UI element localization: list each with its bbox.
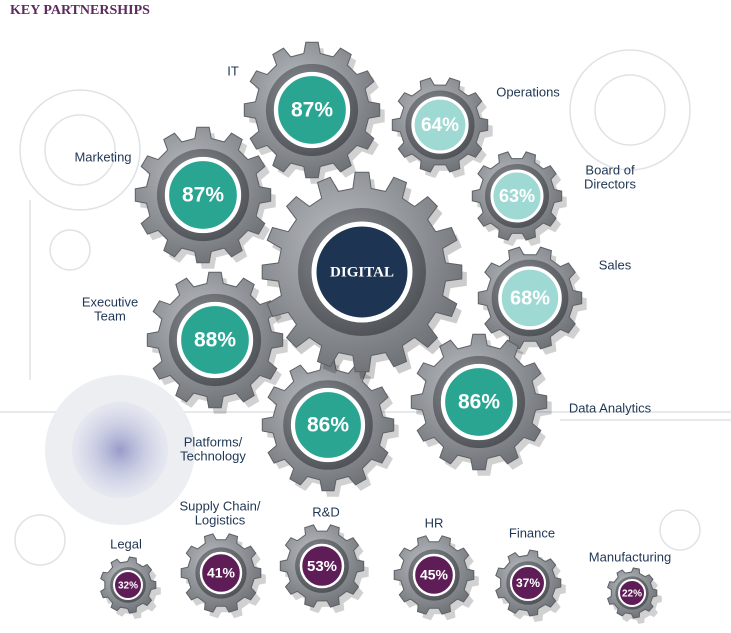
center-label: DIGITAL <box>330 264 394 280</box>
gear-center <box>176 301 254 379</box>
gear: 37% <box>495 549 566 622</box>
percent-label: 22% <box>622 589 642 600</box>
percent-label: 64% <box>421 115 459 136</box>
node-label: Marketing <box>74 149 131 164</box>
gear-center <box>290 387 366 463</box>
node-label: Directors <box>584 176 637 191</box>
gear: 45% <box>393 535 479 621</box>
gear-center <box>199 551 243 595</box>
percent-label: 32% <box>118 581 138 592</box>
gear: 88% <box>146 271 288 414</box>
node-label: Sales <box>599 257 632 272</box>
gear-center <box>509 564 547 602</box>
gear-center <box>273 71 351 149</box>
percent-label: 87% <box>291 99 333 122</box>
gear: 53% <box>279 524 369 614</box>
node-label: Finance <box>509 525 555 540</box>
gears: 64% 63% 68% 87% 87% 88% 86% 86% DIGITAL IT Marketi… <box>74 41 671 624</box>
gear-center <box>498 266 562 330</box>
percent-label: 68% <box>510 287 550 309</box>
node-label: Legal <box>110 536 142 551</box>
gear: 64% <box>391 77 493 178</box>
percent-label: 45% <box>420 567 449 583</box>
gear: 87% <box>243 41 385 184</box>
node-label: Platforms/ <box>184 434 243 449</box>
node-label: Operations <box>496 84 560 99</box>
title: KEY PARTNERSHIPS <box>10 3 150 18</box>
gear: 32% <box>100 556 161 619</box>
gear: 86% <box>410 333 552 476</box>
percent-label: 87% <box>182 184 224 207</box>
node-label: Board of <box>585 162 635 177</box>
node-label: R&D <box>312 504 339 519</box>
percent-label: 86% <box>307 414 349 437</box>
center-gear: DIGITAL <box>261 171 467 379</box>
gear: 87% <box>134 126 276 269</box>
gear: 68% <box>477 246 587 355</box>
node-label: Technology <box>180 448 246 463</box>
gear: 86% <box>261 358 399 497</box>
gear-center <box>411 96 469 154</box>
background-halo <box>72 402 168 498</box>
percent-label: 88% <box>194 329 236 352</box>
gear-center <box>164 156 242 234</box>
percent-label: 53% <box>307 558 337 575</box>
gear-center <box>311 221 413 323</box>
percent-label: 86% <box>458 391 500 414</box>
percent-label: 41% <box>207 565 236 581</box>
node-label: Executive <box>82 294 138 309</box>
gear-center <box>490 169 544 223</box>
gear-center <box>440 363 518 441</box>
node-label: Team <box>94 308 126 323</box>
percent-label: 63% <box>499 186 535 206</box>
node-label: IT <box>227 63 239 78</box>
node-label: Logistics <box>195 512 246 527</box>
gear-center <box>299 543 345 589</box>
gear-center <box>618 579 646 607</box>
gear: 22% <box>606 567 662 624</box>
gear: 41% <box>180 533 266 619</box>
node-label: Manufacturing <box>589 549 671 564</box>
node-label: HR <box>425 515 444 530</box>
node-label: Supply Chain/ <box>180 498 261 513</box>
gear: 63% <box>471 151 567 247</box>
node-label: Data Analytics <box>569 400 652 415</box>
gear-center <box>412 553 456 597</box>
percent-label: 37% <box>516 576 540 590</box>
gear-center <box>113 570 143 600</box>
